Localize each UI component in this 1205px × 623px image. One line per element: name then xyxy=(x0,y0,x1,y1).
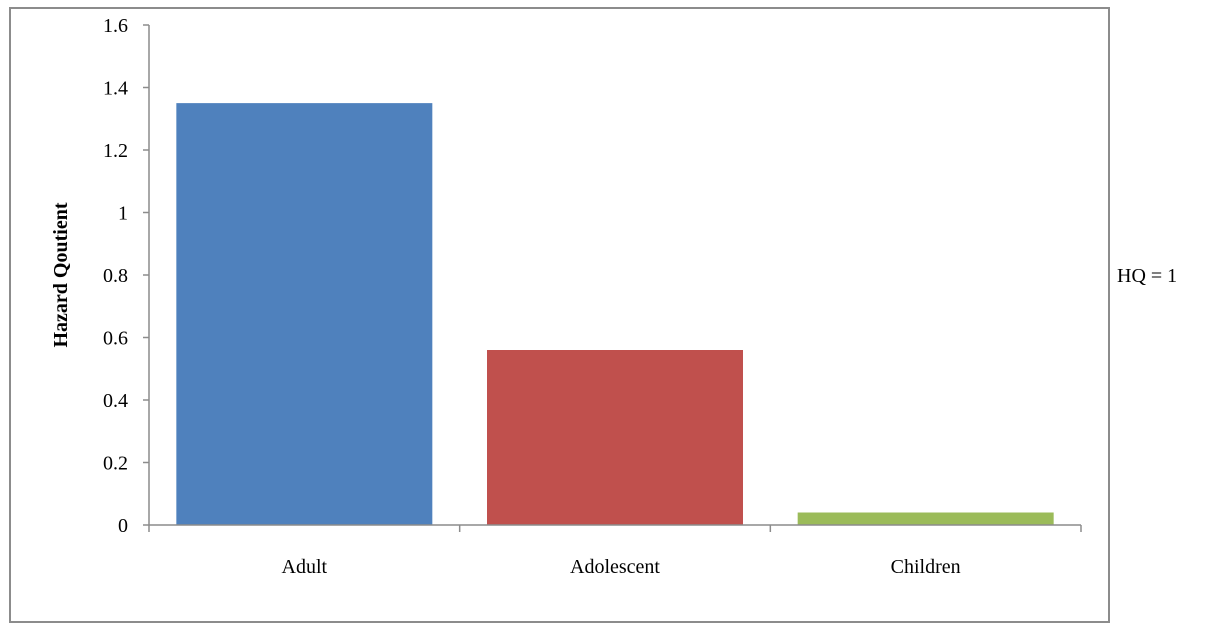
x-tick-label: Adolescent xyxy=(570,556,660,578)
y-tick-label: 0.2 xyxy=(103,453,128,475)
y-tick-label: 0.6 xyxy=(103,328,128,350)
bars xyxy=(176,103,1054,525)
x-tick-labels: Adult Adolescent Children xyxy=(282,556,961,578)
bar-children xyxy=(797,512,1054,525)
x-tick-label: Adult xyxy=(282,556,328,578)
y-tick-label: 0.8 xyxy=(103,265,128,287)
y-axis-title: Hazard Qoutient xyxy=(50,202,72,347)
x-tick-label: Children xyxy=(891,556,961,578)
y-tick-marks xyxy=(143,24,149,526)
y-tick-label: 1 xyxy=(118,203,128,225)
y-tick-label: 1.2 xyxy=(103,140,128,162)
y-tick-label: 1.4 xyxy=(103,78,128,100)
bar-adult xyxy=(176,103,433,525)
hq-annotation-label: HQ = 1 xyxy=(1117,265,1177,287)
y-tick-labels: 0 0.2 0.4 0.6 0.8 1 1.2 1.4 1.6 xyxy=(103,15,128,537)
bar-adolescent xyxy=(487,350,743,525)
y-tick-label: 1.6 xyxy=(103,15,128,37)
x-tick-marks xyxy=(148,525,1082,532)
y-tick-label: 0.4 xyxy=(103,390,128,412)
y-tick-label: 0 xyxy=(118,515,128,537)
